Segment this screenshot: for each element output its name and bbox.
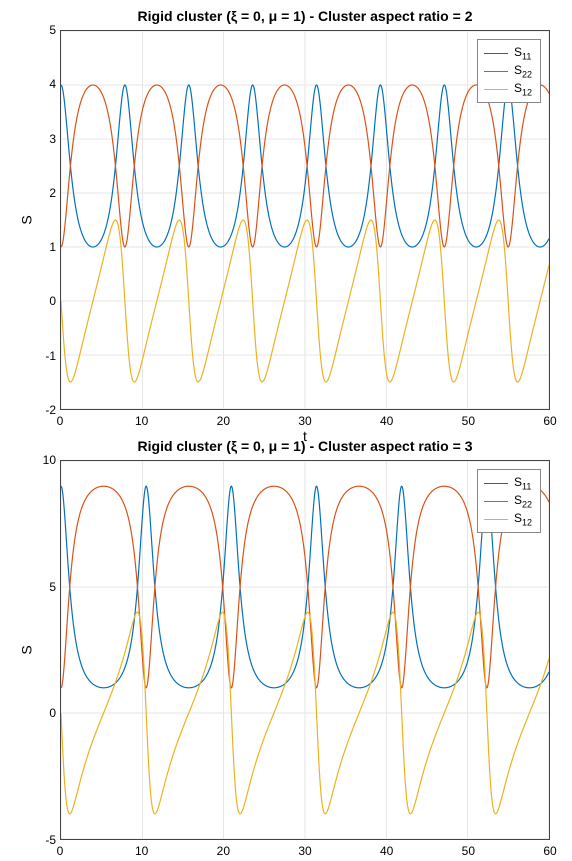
legend-label: S22 xyxy=(514,493,532,509)
legend-label: S12 xyxy=(514,81,532,97)
legend-line-icon xyxy=(484,501,508,502)
y-axis-label: S xyxy=(19,215,35,224)
chart-title: Rigid cluster (ξ = 0, μ = 1) - Cluster a… xyxy=(60,8,550,24)
legend-line-icon xyxy=(484,89,508,90)
x-tick: 20 xyxy=(217,844,230,858)
legend-item-s11: S11 xyxy=(484,44,532,62)
legend-item-s12: S12 xyxy=(484,510,532,528)
legend-item-s22: S22 xyxy=(484,62,532,80)
x-tick: 30 xyxy=(298,844,311,858)
chart-aspect-3: Rigid cluster (ξ = 0, μ = 1) - Cluster a… xyxy=(60,460,550,840)
x-tick: 10 xyxy=(135,844,148,858)
legend-item-s11: S11 xyxy=(484,474,532,492)
x-tick: 40 xyxy=(380,844,393,858)
plot-area: S11 S22 S12 xyxy=(60,30,550,410)
legend-label: S11 xyxy=(514,475,531,491)
x-tick: 0 xyxy=(57,844,64,858)
y-tick: -2 xyxy=(28,403,56,417)
x-tick: 30 xyxy=(298,414,311,428)
y-tick: -5 xyxy=(28,833,56,847)
legend-item-s12: S12 xyxy=(484,80,532,98)
legend: S11 S22 S12 xyxy=(477,39,541,103)
y-tick: 10 xyxy=(28,453,56,467)
y-tick: 0 xyxy=(28,706,56,720)
y-tick: 2 xyxy=(28,186,56,200)
y-tick: 5 xyxy=(28,580,56,594)
x-tick: 60 xyxy=(543,844,556,858)
legend-item-s22: S22 xyxy=(484,492,532,510)
y-tick: 3 xyxy=(28,132,56,146)
legend-label: S12 xyxy=(514,511,532,527)
y-tick: 1 xyxy=(28,240,56,254)
page: Rigid cluster (ξ = 0, μ = 1) - Cluster a… xyxy=(0,0,572,861)
plot-area: S11 S22 S12 xyxy=(60,460,550,840)
x-tick: 0 xyxy=(57,414,64,428)
x-tick: 50 xyxy=(462,844,475,858)
legend-line-icon xyxy=(484,519,508,520)
x-tick: 60 xyxy=(543,414,556,428)
legend: S11 S22 S12 xyxy=(477,469,541,533)
legend-label: S11 xyxy=(514,45,531,61)
y-tick: 5 xyxy=(28,23,56,37)
chart-aspect-2: Rigid cluster (ξ = 0, μ = 1) - Cluster a… xyxy=(60,30,550,410)
legend-label: S22 xyxy=(514,63,532,79)
y-axis-label: S xyxy=(19,645,35,654)
legend-line-icon xyxy=(484,483,508,484)
y-tick: 4 xyxy=(28,77,56,91)
series-svg xyxy=(61,461,549,839)
legend-line-icon xyxy=(484,53,508,54)
y-tick: 0 xyxy=(28,294,56,308)
series-svg xyxy=(61,31,549,409)
y-tick: -1 xyxy=(28,349,56,363)
legend-line-icon xyxy=(484,71,508,72)
x-tick: 10 xyxy=(135,414,148,428)
chart-title: Rigid cluster (ξ = 0, μ = 1) - Cluster a… xyxy=(60,438,550,454)
x-tick: 50 xyxy=(462,414,475,428)
x-tick: 40 xyxy=(380,414,393,428)
x-tick: 20 xyxy=(217,414,230,428)
